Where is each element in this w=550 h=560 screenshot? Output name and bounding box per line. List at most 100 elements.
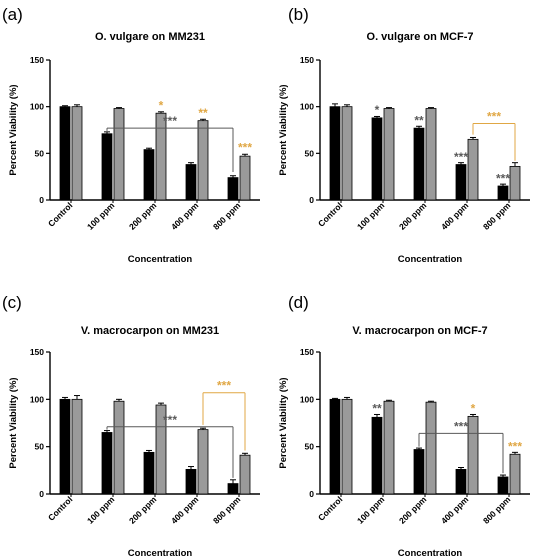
x-tick-label: 400 ppm	[169, 494, 201, 526]
x-tick-label: 800 ppm	[481, 494, 513, 526]
x-tick-label: 100 ppm	[85, 200, 117, 232]
significance-mark: ***	[238, 140, 252, 154]
bar-series-1-control	[59, 106, 71, 201]
x-tick-label: 400 ppm	[439, 200, 471, 232]
y-tick-label: 150	[30, 55, 44, 65]
x-tick-label: 100 ppm	[355, 200, 387, 232]
bar-series-2-200-ppm	[425, 401, 437, 495]
bar-series-1-800-ppm	[227, 177, 239, 201]
x-axis-label: Concentration	[398, 548, 463, 559]
bar-series-2-800-ppm	[239, 454, 251, 495]
bar-series-1-100-ppm	[371, 416, 383, 495]
bar-series-1-800-ppm	[497, 185, 509, 201]
y-axis-label: Percent Viability (%)	[278, 84, 289, 175]
x-tick-label: 100 ppm	[355, 494, 387, 526]
bar-series-1-100-ppm	[101, 432, 113, 495]
bar-series-1-control	[59, 398, 71, 495]
bar-series-2-100-ppm	[383, 400, 395, 495]
bar-series-1-control	[329, 106, 341, 201]
x-tick-label: 200 ppm	[397, 494, 429, 526]
x-tick-label: Control	[316, 200, 344, 228]
significance-mark: **	[372, 402, 382, 416]
y-tick-label: 50	[305, 442, 315, 452]
bar-series-2-control	[71, 398, 83, 495]
x-tick-label: 800 ppm	[481, 200, 513, 232]
bar-series-1-400-ppm	[185, 164, 197, 201]
significance-mark: ***	[163, 413, 177, 427]
y-tick-label: 150	[30, 347, 44, 357]
bar-series-2-200-ppm	[425, 108, 437, 201]
x-tick-label: 400 ppm	[169, 200, 201, 232]
chart-title: O. vulgare on MCF-7	[367, 31, 474, 43]
bar-series-2-100-ppm	[113, 108, 125, 201]
y-tick-label: 0	[309, 489, 314, 499]
chart-panel-3: (c) V. macrocarpon on MM231 0 50 100 150 Perce…	[2, 293, 260, 559]
x-tick-label: Control	[46, 200, 74, 228]
x-axis-label: Concentration	[398, 254, 463, 265]
bar-series-1-200-ppm	[143, 149, 155, 201]
x-tick-label: 200 ppm	[127, 494, 159, 526]
significance-mark: *	[375, 103, 380, 117]
y-axis-label: Percent Viability (%)	[8, 377, 19, 468]
bar-series-2-800-ppm	[509, 165, 521, 201]
chart-panel-2: (b) O. vulgare on MCF-7 0 50 100 150 Percent V…	[278, 5, 530, 265]
bar-series-1-control	[329, 398, 341, 495]
y-axis-label: Percent Viability (%)	[278, 377, 289, 468]
y-tick-label: 100	[30, 102, 44, 112]
bar-series-1-200-ppm	[413, 449, 425, 495]
y-tick-label: 150	[300, 55, 314, 65]
y-tick-label: 100	[30, 394, 44, 404]
y-tick-label: 0	[309, 195, 314, 205]
significance-mark: ***	[508, 439, 522, 453]
y-tick-label: 50	[305, 148, 315, 158]
bar-series-2-800-ppm	[509, 453, 521, 495]
bar-series-1-400-ppm	[455, 468, 467, 495]
x-tick-label: 100 ppm	[85, 494, 117, 526]
x-axis-label: Concentration	[128, 548, 193, 559]
significance-mark: *	[471, 402, 476, 416]
x-tick-label: 400 ppm	[439, 494, 471, 526]
significance-mark: **	[414, 113, 424, 127]
bar-series-2-control	[341, 106, 353, 201]
significance-mark: ***	[217, 379, 231, 393]
significance-mark: ***	[454, 150, 468, 164]
bar-series-2-control	[71, 106, 83, 201]
bar-series-1-800-ppm	[497, 476, 509, 495]
y-axis-label: Percent Viability (%)	[8, 84, 19, 175]
y-tick-label: 100	[300, 102, 314, 112]
y-tick-label: 50	[35, 442, 45, 452]
bar-series-2-100-ppm	[383, 108, 395, 201]
bar-series-1-800-ppm	[227, 483, 239, 495]
bar-series-1-200-ppm	[413, 127, 425, 201]
chart-title: V. macrocarpon on MM231	[81, 325, 219, 337]
x-tick-label: Control	[316, 494, 344, 522]
x-tick-label: 800 ppm	[211, 494, 243, 526]
y-tick-label: 100	[300, 394, 314, 404]
bar-series-1-400-ppm	[455, 164, 467, 201]
bar-series-2-400-ppm	[197, 120, 209, 201]
panel-label: (d)	[288, 293, 309, 312]
bar-series-1-200-ppm	[143, 451, 155, 495]
y-tick-label: 150	[300, 347, 314, 357]
x-tick-label: 800 ppm	[211, 200, 243, 232]
bar-series-2-800-ppm	[239, 155, 251, 201]
x-tick-label: 200 ppm	[397, 200, 429, 232]
significance-mark: ***	[163, 114, 177, 128]
significance-mark: *	[159, 98, 164, 112]
bar-series-1-400-ppm	[185, 468, 197, 495]
x-axis-label: Concentration	[128, 254, 193, 265]
chart-title: V. macrocarpon on MCF-7	[352, 325, 487, 337]
y-tick-label: 50	[35, 148, 45, 158]
chart-panel-1: (a) O. vulgare on MM231 0 50 100 150 Percent V…	[2, 5, 260, 265]
y-tick-label: 0	[39, 195, 44, 205]
significance-mark: **	[198, 106, 208, 120]
x-tick-label: 200 ppm	[127, 200, 159, 232]
panel-label: (c)	[2, 293, 22, 312]
significance-mark: ***	[454, 419, 468, 433]
chart-panel-4: (d) V. macrocarpon on MCF-7 0 50 100 150 Perce…	[278, 293, 530, 559]
panel-label: (a)	[2, 5, 23, 24]
bar-series-1-100-ppm	[101, 133, 113, 201]
bar-series-2-control	[341, 398, 353, 495]
y-tick-label: 0	[39, 489, 44, 499]
